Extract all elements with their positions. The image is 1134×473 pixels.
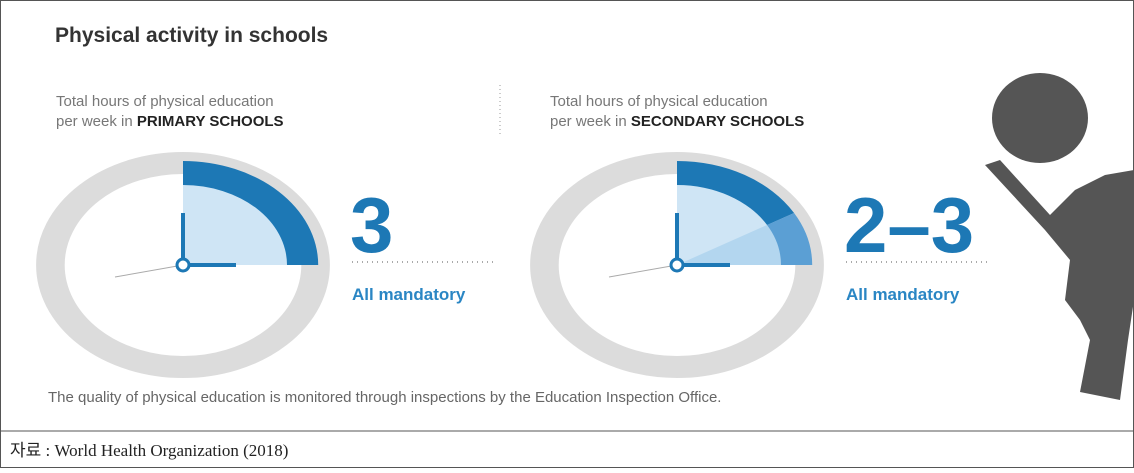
panel-label: per week in PRIMARY SCHOOLS: [56, 113, 284, 130]
clock: [530, 152, 824, 378]
footer: The quality of physical education is mon…: [48, 389, 721, 406]
clock-second: [114, 264, 184, 278]
panel: Total hours of physical education per wee…: [36, 93, 495, 378]
panel-note: All mandatory: [352, 285, 466, 304]
panel-label: Total hours of physical education: [550, 93, 768, 110]
silhouette: [985, 73, 1134, 400]
clock-arc-b: [767, 213, 813, 265]
panel-label: per week in SECONDARY SCHOOLS: [550, 113, 804, 130]
clock-arc: [183, 161, 319, 265]
clock-fill: [183, 174, 302, 265]
label-bold: SECONDARY SCHOOLS: [631, 113, 804, 130]
label-prefix: per week in: [56, 113, 137, 130]
title: Physical activity in schools: [55, 24, 328, 47]
panel-label: Total hours of physical education: [56, 93, 274, 110]
source: 자료 : World Health Organization (2018): [10, 441, 288, 460]
label-bold: PRIMARY SCHOOLS: [137, 113, 284, 130]
clock-second: [608, 264, 678, 278]
clock-pin: [669, 257, 685, 273]
panel-value: 3: [350, 181, 393, 269]
panel-value: 2–3: [844, 181, 974, 269]
clock: [36, 152, 330, 378]
label-prefix: per week in: [550, 113, 631, 130]
panel: Total hours of physical education per wee…: [530, 93, 989, 378]
clock-arc: [677, 161, 795, 225]
panel-note: All mandatory: [846, 285, 960, 304]
clock-fill-b: [677, 219, 796, 265]
clock-pin: [175, 257, 191, 273]
